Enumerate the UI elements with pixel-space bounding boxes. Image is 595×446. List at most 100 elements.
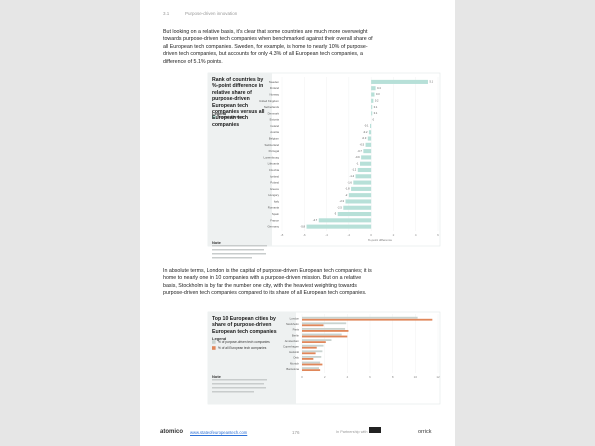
y-tick-label: Czechia — [269, 168, 280, 172]
x-tick-label: 4 — [415, 233, 417, 237]
x-tick-label: 8 — [392, 375, 394, 379]
data-label: -0.9 — [355, 155, 360, 159]
legend-swatch — [212, 346, 216, 350]
y-tick-label: Spain — [272, 212, 280, 216]
x-tick-label: 2 — [393, 233, 395, 237]
x-tick-label: -8 — [281, 233, 284, 237]
bar — [353, 180, 372, 185]
y-tick-label: Iceland — [270, 174, 279, 178]
bar — [302, 344, 324, 347]
bar — [302, 341, 326, 344]
x-tick-label: 0 — [370, 233, 372, 237]
bar — [365, 142, 372, 147]
note-placeholder — [212, 245, 267, 393]
data-label: 0.1 — [374, 105, 378, 109]
partner-text: In Partnership with — [336, 430, 368, 434]
y-tick-label: Stockholm — [286, 322, 300, 326]
footer-link[interactable]: www.stateofeuropeantech.com — [190, 430, 248, 435]
y-tick-label: Luxembourg — [263, 155, 279, 159]
partner-mark — [369, 427, 381, 433]
data-label: -2.3 — [340, 199, 345, 203]
bar — [371, 79, 428, 84]
chart-panel — [208, 312, 296, 404]
paragraph: In absolute terms, London is the capital… — [163, 268, 372, 297]
data-label: -2 — [345, 193, 348, 197]
x-tick-label: 6 — [437, 233, 439, 237]
bar — [302, 363, 323, 366]
section-title: Purpose-driven innovation — [185, 11, 238, 16]
y-tick-label: Paris — [293, 328, 300, 332]
partner: orrick — [418, 429, 432, 435]
y-tick-label: Greece — [270, 187, 280, 191]
page-number: 176 — [292, 430, 300, 435]
y-tick-label: Germany — [267, 225, 279, 229]
y-tick-label: Switzerland — [265, 143, 280, 147]
paragraph: But looking on a relative basis, it's cl… — [163, 29, 373, 65]
brand: atomico — [160, 429, 184, 435]
y-tick-label: Poland — [270, 181, 279, 185]
y-tick-label: Oslo — [293, 356, 299, 360]
y-tick-label: Austria — [270, 130, 279, 134]
chart-panel — [208, 73, 272, 246]
y-tick-label: Ireland — [270, 124, 279, 128]
y-tick-label: Estonia — [270, 118, 280, 122]
bar — [318, 218, 372, 223]
x-tick-label: -6 — [303, 233, 306, 237]
x-tick-label: 6 — [369, 375, 371, 379]
bar — [371, 111, 373, 116]
bar — [302, 330, 349, 332]
y-tick-label: United Kingdom — [259, 99, 280, 103]
bar — [357, 167, 372, 173]
legend-label: % of purpose-driven tech companies — [218, 340, 270, 344]
bar — [302, 352, 316, 355]
data-label: -1.4 — [350, 174, 355, 178]
data-label: -0.3 — [362, 136, 367, 140]
y-tick-label: Portugal — [269, 149, 280, 153]
note-title: Note — [212, 374, 221, 379]
bar — [302, 324, 324, 327]
x-tick-label: -2 — [348, 233, 351, 237]
legend-title: Legend — [212, 111, 227, 116]
bar — [302, 339, 332, 341]
bar — [302, 350, 323, 353]
y-tick-label: Italy — [274, 199, 280, 203]
bar — [302, 369, 321, 372]
legend-title: Legend — [212, 336, 227, 341]
bar — [302, 327, 346, 330]
x-tick-label: -4 — [325, 233, 328, 237]
data-label: -1.6 — [347, 180, 352, 184]
legend-label: %-point difference — [218, 115, 244, 119]
data-label: -5.8 — [301, 224, 306, 228]
bar — [355, 174, 372, 179]
bar — [302, 355, 322, 358]
x-tick-label: 4 — [346, 375, 348, 379]
y-tick-label: France — [270, 218, 279, 222]
section-number: 3.1 — [163, 11, 170, 16]
bar — [306, 224, 372, 229]
data-label: -2.5 — [337, 205, 342, 209]
data-label: -0.2 — [363, 130, 368, 134]
y-tick-label: Copenhagen — [283, 345, 299, 349]
bar — [302, 361, 321, 364]
bar — [302, 358, 314, 360]
bar — [371, 92, 375, 97]
bar — [371, 98, 374, 103]
y-tick-label: Finland — [270, 86, 280, 90]
bar — [337, 212, 372, 217]
y-tick-label: Netherlands — [264, 105, 280, 109]
data-label: -3 — [334, 212, 337, 216]
data-label: -0.7 — [357, 149, 362, 153]
y-tick-label: Denmark — [268, 111, 280, 115]
x-tick-label: 2 — [324, 375, 326, 379]
note-title: Note — [212, 240, 221, 245]
bar — [360, 161, 372, 166]
y-tick-label: Barcelona — [286, 367, 299, 371]
bar — [368, 130, 372, 135]
y-tick-label: London — [290, 317, 300, 321]
legend-swatch — [212, 340, 216, 344]
bar — [371, 86, 376, 91]
bar — [363, 149, 372, 154]
y-tick-label: Belgium — [269, 137, 280, 141]
